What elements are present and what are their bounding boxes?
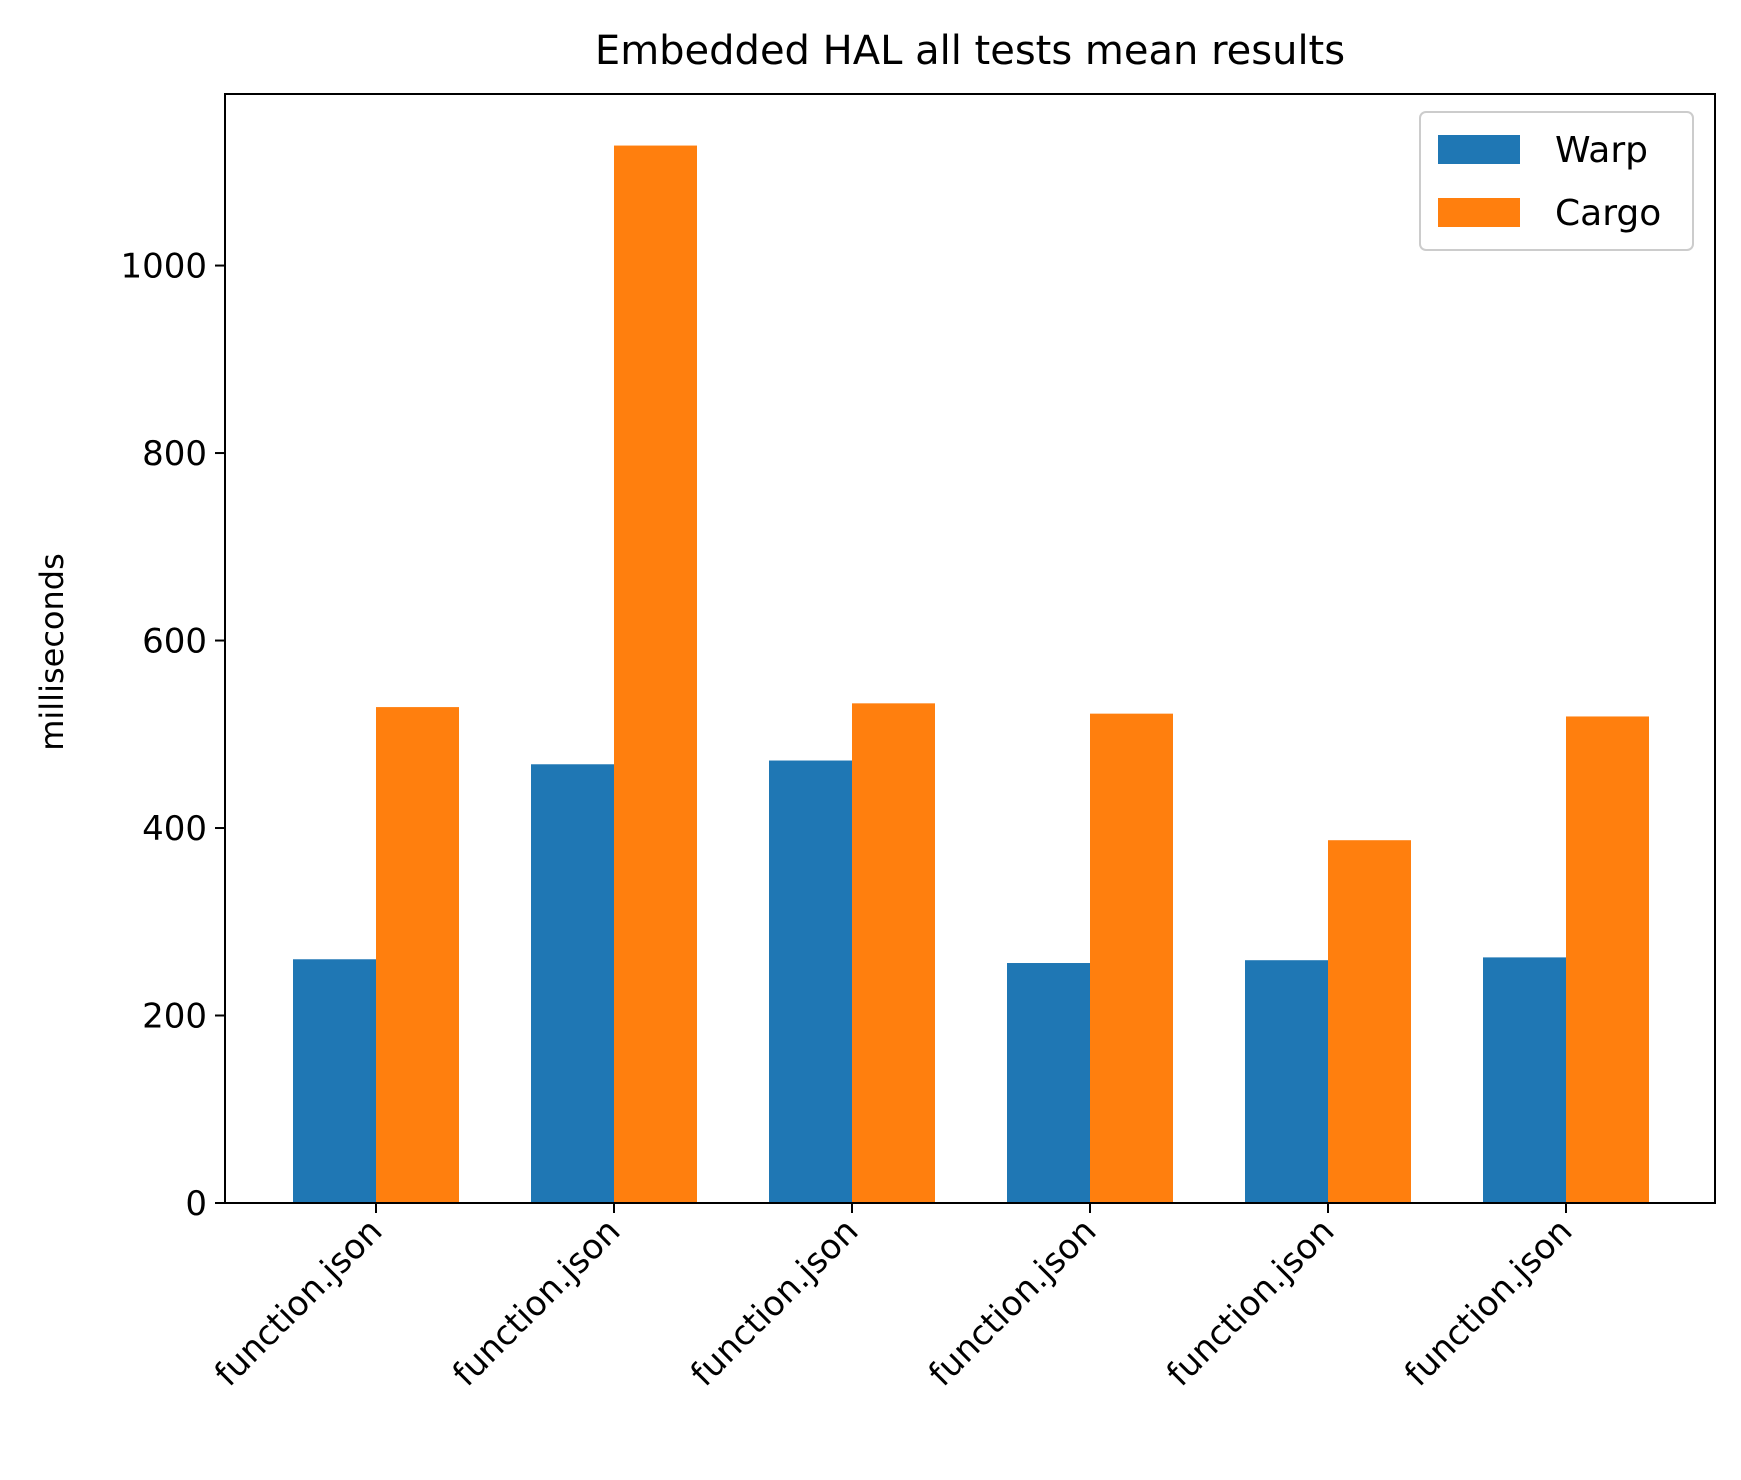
- bar-warp-3: [769, 760, 852, 1203]
- y-axis-label: milliseconds: [33, 553, 71, 751]
- bar-warp-2: [531, 764, 614, 1203]
- bar-cargo-1: [376, 707, 459, 1203]
- legend: Warp Cargo: [1419, 111, 1694, 251]
- bar-warp-1: [293, 959, 376, 1203]
- legend-label-warp: Warp: [1555, 130, 1648, 171]
- legend-swatch-warp: [1438, 135, 1520, 164]
- y-tick-label-0: 0: [185, 1184, 207, 1224]
- bar-cargo-2: [614, 145, 697, 1204]
- bar-warp-5: [1245, 960, 1328, 1203]
- y-tick-label-400: 400: [142, 809, 207, 849]
- y-tick-label-200: 200: [142, 997, 207, 1037]
- y-tick-label-600: 600: [142, 622, 207, 662]
- bar-cargo-4: [1090, 713, 1173, 1203]
- y-tick-label-800: 800: [142, 434, 207, 474]
- bar-cargo-3: [852, 703, 935, 1203]
- axes-frame: [224, 93, 1716, 1204]
- bar-warp-6: [1483, 957, 1566, 1203]
- bar-cargo-5: [1328, 840, 1411, 1203]
- bar-warp-4: [1007, 963, 1090, 1203]
- y-tick-label-1000: 1000: [120, 247, 207, 287]
- bar-cargo-6: [1566, 716, 1649, 1203]
- chart-title: Embedded HAL all tests mean results: [595, 28, 1345, 74]
- legend-swatch-cargo: [1438, 198, 1520, 227]
- legend-label-cargo: Cargo: [1555, 193, 1661, 234]
